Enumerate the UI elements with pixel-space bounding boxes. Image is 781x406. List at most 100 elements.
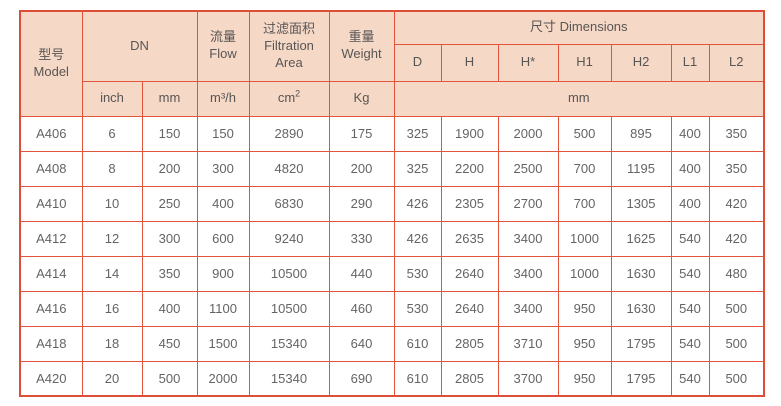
spec-table: 型号 Model DN 流量 Flow 过滤面积 Filtration Area… — [19, 10, 766, 397]
cell-weight: 330 — [328, 220, 395, 257]
cell-dim-h2: 1630 — [610, 255, 672, 292]
cell-area: 15340 — [248, 360, 330, 397]
cell-dim-d: 325 — [393, 150, 442, 187]
cell-dim-h1: 950 — [557, 290, 612, 327]
cell-area: 10500 — [248, 290, 330, 327]
cell-dim-hstar: 3400 — [497, 290, 559, 327]
cell-flow: 600 — [196, 220, 250, 257]
cell-dim-h: 2640 — [440, 255, 499, 292]
cell-dim-h1: 950 — [557, 360, 612, 397]
header-row-units: inch mm m³/h cm2 Kg mm — [20, 80, 765, 117]
header-dim-h1: H1 — [557, 43, 612, 82]
cell-dim-l2: 350 — [708, 115, 765, 152]
cell-dim-h1: 700 — [557, 150, 612, 187]
cell-model: A412 — [19, 220, 83, 257]
cell-flow: 150 — [196, 115, 250, 152]
cell-dim-hstar: 2000 — [497, 115, 559, 152]
unit-flow: m³/h — [196, 80, 250, 117]
table-body: A406 6 150 150 2890 175 325 1900 2000 500 895 400 35… — [19, 115, 765, 397]
header-weight-zh: 重量 — [348, 29, 375, 45]
header-weight-en: Weight — [341, 46, 382, 62]
header-dim-h: H — [440, 43, 499, 82]
cell-dn-mm: 200 — [141, 150, 198, 187]
cell-weight: 440 — [328, 255, 395, 292]
header-model: 型号 Model — [19, 10, 83, 117]
cell-model: A414 — [19, 255, 83, 292]
cell-dn-mm: 150 — [141, 115, 198, 152]
cell-dn-mm: 300 — [141, 220, 198, 257]
cell-area: 2890 — [248, 115, 330, 152]
table-row: A412 12 300 600 9240 330 426 2635 3400 1000 1625 54… — [19, 220, 765, 257]
cell-dim-d: 530 — [393, 290, 442, 327]
table-row: A414 14 350 900 10500 440 530 2640 3400 1000 1630 5… — [19, 255, 765, 292]
cell-dn-mm: 450 — [141, 325, 198, 362]
cell-dn-inch: 20 — [81, 360, 143, 397]
cell-weight: 690 — [328, 360, 395, 397]
cell-dn-inch: 14 — [81, 255, 143, 292]
cell-model: A416 — [19, 290, 83, 327]
cell-weight: 640 — [328, 325, 395, 362]
header-flow: 流量 Flow — [196, 10, 250, 82]
cell-dn-inch: 10 — [81, 185, 143, 222]
cell-dim-l1: 540 — [670, 220, 710, 257]
cell-dim-l2: 420 — [708, 185, 765, 222]
cell-area: 9240 — [248, 220, 330, 257]
cell-model: A420 — [19, 360, 83, 397]
cell-flow: 400 — [196, 185, 250, 222]
unit-dims: mm — [393, 80, 765, 117]
cell-dim-h2: 1625 — [610, 220, 672, 257]
cell-dim-l1: 400 — [670, 185, 710, 222]
cell-dim-hstar: 3700 — [497, 360, 559, 397]
cell-dim-d: 530 — [393, 255, 442, 292]
cell-dim-h1: 1000 — [557, 220, 612, 257]
cell-dim-h2: 1630 — [610, 290, 672, 327]
header-dim-l1: L1 — [670, 43, 710, 82]
cell-dn-mm: 350 — [141, 255, 198, 292]
cell-flow: 900 — [196, 255, 250, 292]
cell-area: 4820 — [248, 150, 330, 187]
cell-flow: 2000 — [196, 360, 250, 397]
cell-dim-hstar: 2500 — [497, 150, 559, 187]
cell-weight: 290 — [328, 185, 395, 222]
cell-dim-hstar: 3400 — [497, 220, 559, 257]
cell-weight: 200 — [328, 150, 395, 187]
header-dim-l2: L2 — [708, 43, 765, 82]
header-flow-zh: 流量 — [209, 29, 236, 45]
cell-dim-d: 426 — [393, 185, 442, 222]
cell-area: 10500 — [248, 255, 330, 292]
header-dn: DN — [81, 10, 198, 82]
cell-weight: 460 — [328, 290, 395, 327]
cell-dim-hstar: 3400 — [497, 255, 559, 292]
unit-area-exponent: 2 — [295, 88, 301, 99]
table-row: A420 20 500 2000 15340 690 610 2805 3700 950 1795 5… — [19, 360, 765, 397]
unit-inch: inch — [81, 80, 143, 117]
cell-dim-d: 325 — [393, 115, 442, 152]
cell-dn-mm: 400 — [141, 290, 198, 327]
unit-area: cm2 — [248, 80, 330, 117]
cell-dim-l1: 400 — [670, 115, 710, 152]
cell-flow: 1500 — [196, 325, 250, 362]
cell-model: A410 — [19, 185, 83, 222]
header-filtration-en1: Filtration — [264, 37, 314, 53]
table-row: A418 18 450 1500 15340 640 610 2805 3710 950 1795 5… — [19, 325, 765, 362]
unit-area-base: cm — [277, 90, 296, 106]
table-row: A408 8 200 300 4820 200 325 2200 2500 700 1195 400 3… — [19, 150, 765, 187]
cell-dim-l1: 540 — [670, 360, 710, 397]
header-model-en: Model — [33, 63, 69, 79]
header-dim-hstar: H* — [497, 43, 559, 82]
cell-dim-hstar: 3710 — [497, 325, 559, 362]
header-row-1: 型号 Model DN 流量 Flow 过滤面积 Filtration Area… — [19, 10, 765, 117]
unit-weight: Kg — [328, 80, 395, 117]
cell-dim-l2: 480 — [708, 255, 765, 292]
cell-dim-h: 1900 — [440, 115, 499, 152]
cell-dim-l2: 350 — [708, 150, 765, 187]
cell-dim-d: 610 — [393, 360, 442, 397]
header-dim-h2: H2 — [610, 43, 672, 82]
cell-dim-h2: 1195 — [610, 150, 672, 187]
cell-dim-l1: 540 — [670, 255, 710, 292]
header-dimensions: 尺寸 Dimensions — [393, 10, 765, 45]
cell-dim-h: 2640 — [440, 290, 499, 327]
cell-dim-h1: 500 — [557, 115, 612, 152]
cell-dim-h2: 1795 — [610, 360, 672, 397]
